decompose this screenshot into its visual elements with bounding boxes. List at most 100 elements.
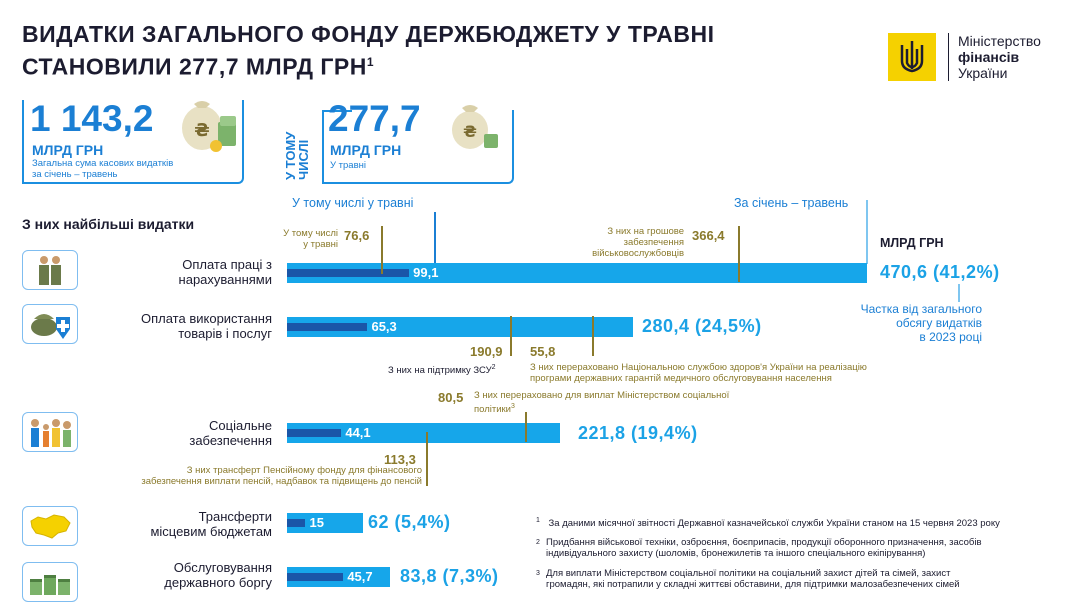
category-debt-line2: державного боргу (164, 575, 272, 590)
card2-left-border (322, 110, 324, 184)
goods-health-note-2: програми державних гарантій медичного об… (530, 373, 832, 384)
unit-header: МЛРД ГРН (880, 236, 944, 250)
goods-health-value: 55,8 (530, 344, 556, 359)
social-pension-note: З них трансферт Пенсійному фонду для фін… (141, 465, 422, 487)
category-goods-line2: товарів і послуг (178, 326, 272, 341)
footnote-3-text-2: громадян, які потрапили у складні життєв… (546, 579, 960, 590)
footnote-1-text: За даними місячної звітності Державної к… (548, 518, 1000, 530)
may-expenses-unit: МЛРД ГРН (330, 142, 402, 158)
salary-military-note-3: військовослужбовців (592, 248, 684, 259)
category-label-social: Соціальне забезпечення (189, 418, 272, 448)
salary-military-line (738, 226, 740, 282)
goods-health-note: З них перераховано Національною службою … (530, 362, 867, 384)
salary-may-subset-line (381, 226, 383, 274)
bar-may-social (287, 429, 342, 437)
share-note: Частка від загального обсягу видатків в … (861, 302, 982, 344)
category-social-line2: забезпечення (189, 433, 272, 448)
category-label-goods: Оплата використання товарів і послуг (141, 311, 272, 341)
may-expenses-value: 277,7 (328, 98, 421, 139)
money-bag-icon: ₴ (446, 98, 500, 152)
logo-divider (948, 33, 949, 81)
goods-zsu-note-mark: 2 (491, 364, 496, 371)
category-label-debt: Обслуговування державного боргу (164, 560, 272, 590)
bar-may-label-salaries: 99,1 (413, 265, 439, 280)
supplies-medical-icon (22, 304, 78, 344)
social-ministry-note-1: З них перераховано для виплат Міністерст… (474, 390, 730, 401)
social-pension-note-1: З них трансферт Пенсійному фонду для фін… (186, 465, 422, 476)
bar-may-label-goods: 65,3 (371, 319, 397, 334)
including-label-2: ЧИСЛІ (296, 139, 311, 180)
goods-zsu-line (510, 316, 512, 356)
salary-may-note-1: У тому числі (283, 228, 338, 239)
total-label-goods: 280,4 (24,5%) (642, 316, 762, 336)
category-label-transfers: Трансферти місцевим бюджетам (150, 509, 272, 539)
share-note-2: обсягу видатків (896, 316, 982, 330)
footnote-2-mark: 2 (536, 539, 540, 546)
bar-may-goods (287, 323, 368, 331)
salary-may-subset-value: 76,6 (344, 228, 370, 243)
category-transfers-line1: Трансферти (198, 509, 272, 524)
salary-may-subset-note: У тому числі у травні (283, 228, 338, 250)
ministry-name-line2: фінансів (958, 49, 1020, 65)
bar-total-social (287, 423, 561, 443)
footnote-1-mark: 1 (536, 517, 540, 524)
salary-may-note-2: у травні (303, 239, 338, 250)
may-expenses-desc: У травні (330, 160, 366, 171)
bar-may-salaries (287, 269, 410, 277)
share-note-1: Частка від загального (860, 302, 982, 316)
ministry-name: Міністерство фінансів України (958, 33, 1041, 81)
footnote-3-mark: 3 (536, 570, 540, 577)
total-expenses-value: 1 143,2 (30, 98, 154, 139)
salary-military-value: 366,4 (692, 228, 725, 243)
bar-total-goods (287, 317, 633, 337)
social-ministry-note-mark: 3 (511, 403, 515, 410)
may-legend-label: У тому числі у травні (292, 196, 414, 210)
social-ministry-note: З них перераховано для виплат Міністерст… (474, 390, 729, 415)
footnote-2-text-2: індивідуального захисту (шоломів, бронеж… (546, 548, 926, 559)
goods-health-note-1: З них перераховано Національною службою … (530, 362, 867, 373)
footnote-2: 2 Придбання військової техніки, озброєнн… (536, 537, 982, 559)
category-label-salaries: Оплата праці з нарахуваннями (179, 257, 272, 287)
bar-total-salaries (287, 263, 867, 283)
footnote-3: 3 Для виплати Міністерством соціальної п… (536, 568, 960, 590)
card1-left-border (22, 100, 52, 184)
category-goods-line1: Оплата використання (141, 311, 272, 326)
category-debt-line1: Обслуговування (173, 560, 272, 575)
share-note-3: в 2023 році (919, 330, 982, 344)
total-label-salaries: 470,6 (41,2%) (880, 262, 1000, 282)
goods-zsu-note-text: З них на підтримку ЗСУ (388, 365, 492, 377)
page-title: Видатки загального фонду держбюджету у т… (22, 20, 714, 81)
ukraine-map-icon (22, 506, 78, 546)
ministry-name-line1: Міністерство (958, 33, 1041, 49)
category-salaries-line1: Оплата праці з (182, 257, 272, 272)
total-expenses-desc-2: за січень – травень (32, 169, 118, 180)
card2-top-border (322, 110, 352, 184)
social-pension-value: 113,3 (384, 452, 416, 467)
share-note-line (958, 284, 960, 302)
total-expenses-unit: МЛРД ГРН (32, 142, 104, 158)
title-line-1: Видатки загального фонду держбюджету у т… (22, 21, 715, 47)
salary-military-note-2: забезпечення (623, 237, 684, 248)
title-footnote-mark: 1 (366, 55, 375, 69)
goods-zsu-value: 190,9 (470, 344, 503, 359)
trident-logo-icon (888, 33, 936, 81)
money-bag-coins-icon: ₴ (176, 94, 240, 154)
salary-military-note: З них на грошове забезпечення військовос… (592, 226, 684, 259)
including-label: У ТОМУ ЧИСЛІ (283, 108, 311, 180)
social-pension-note-2: забезпечення виплати пенсій, надбавок та… (141, 476, 422, 487)
social-ministry-line (525, 412, 527, 442)
bar-may-label-social: 44,1 (345, 425, 371, 440)
bar-total-transfers (287, 513, 364, 533)
goods-health-line (592, 316, 594, 356)
ytd-legend-label: За січень – травень (734, 196, 849, 210)
title-line-2: становили 277,7 млрд грн (22, 53, 367, 80)
svg-text:₴: ₴ (194, 120, 209, 141)
category-social-line1: Соціальне (209, 418, 272, 433)
bar-may-debt (287, 573, 344, 581)
social-ministry-note-2: політики (474, 404, 511, 416)
total-expenses-desc-1: Загальна сума касових видатків (32, 158, 174, 169)
ministry-name-line3: України (958, 65, 1008, 81)
bar-may-transfers (287, 519, 306, 527)
svg-text:₴: ₴ (463, 122, 477, 141)
bar-may-label-transfers: 15 (309, 515, 324, 530)
